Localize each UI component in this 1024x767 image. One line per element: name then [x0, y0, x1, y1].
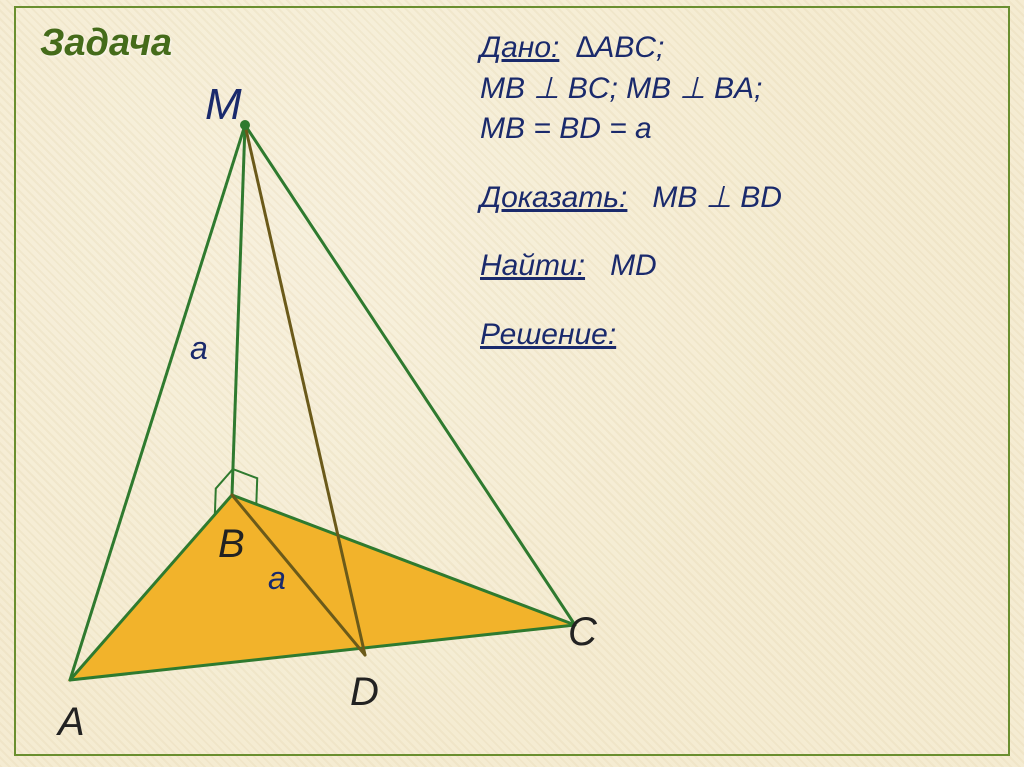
geometry-diagram: [0, 0, 1024, 767]
vertex-label: D: [350, 670, 379, 715]
vertex-label: a: [190, 330, 208, 367]
vertex-label: M: [205, 80, 242, 130]
vertex-label: B: [218, 522, 245, 567]
vertex-label: A: [58, 700, 85, 745]
vertex-label: C: [568, 610, 597, 655]
vertex-label: a: [268, 560, 286, 597]
